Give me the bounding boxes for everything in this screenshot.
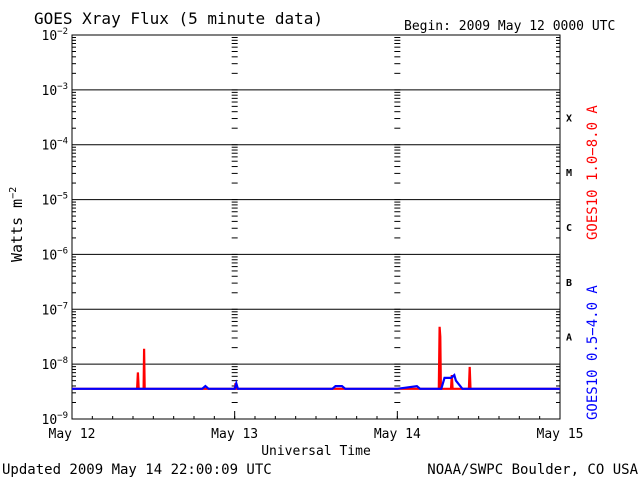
x-tick-label: May 13 [211,427,258,442]
flare-class-label: B [566,278,572,289]
y-tick-base: 10 [42,248,58,263]
y-tick-label: 10−8 [42,356,69,373]
flare-class-label: X [566,113,572,124]
x-tick-labels: May 12 May 13 May 14 May 15 [49,411,584,442]
y-tick-label: 10−6 [42,246,69,263]
flare-class-label: C [566,223,572,234]
grid-lines [72,89,560,365]
y-axis-label: Watts m−2 [8,187,26,262]
minor-ticks [72,37,560,403]
flare-class-label: A [566,333,572,344]
y-tick-base: 10 [42,29,58,44]
y-tick-label: 10−4 [42,137,69,154]
y-tick-base: 10 [42,194,58,209]
y-tick-label: 10−7 [42,301,69,318]
y-tick-exponent: −7 [57,301,68,311]
y-tick-label: 10−5 [42,192,69,209]
y-tick-exponent: −5 [57,192,68,202]
y-tick-exponent: −3 [57,82,68,92]
y-tick-exponent: −8 [57,356,68,366]
y-tick-base: 10 [42,139,58,154]
flare-class-labels: X M C B A [566,113,572,343]
credit-text: NOAA/SWPC Boulder, CO USA [427,462,638,478]
x-axis-label: Universal Time [261,444,371,459]
chart-title: GOES Xray Flux (5 minute data) [34,9,323,28]
y-tick-exponent: −4 [57,137,68,147]
legend-series-short: GOES10 0.5−4.0 A [585,285,601,420]
series-line-short [72,373,560,390]
day-dividers [231,37,401,420]
y-tick-base: 10 [42,358,58,373]
y-tick-exponent: −9 [57,411,68,421]
legend-series-long: GOES10 1.0−8.0 A [585,105,601,240]
y-tick-labels: 10−210−310−410−510−610−710−810−9 [42,27,69,428]
y-tick-exponent: −6 [57,246,68,256]
begin-time: Begin: 2009 May 12 0000 UTC [404,19,615,34]
y-tick-base: 10 [42,413,58,428]
y-tick-base: 10 [42,84,58,99]
series-layer [72,326,560,390]
flare-class-label: M [566,168,572,179]
updated-timestamp: Updated 2009 May 14 22:00:09 UTC [2,462,272,478]
y-tick-exponent: −2 [57,27,68,37]
y-tick-label: 10−3 [42,82,69,99]
x-tick-label: May 15 [537,427,584,442]
y-tick-label: 10−2 [42,27,69,44]
y-tick-label: 10−9 [42,411,69,428]
x-tick-label: May 14 [374,427,421,442]
y-tick-base: 10 [42,303,58,318]
x-tick-label: May 12 [49,427,96,442]
series-line-long [72,326,560,390]
